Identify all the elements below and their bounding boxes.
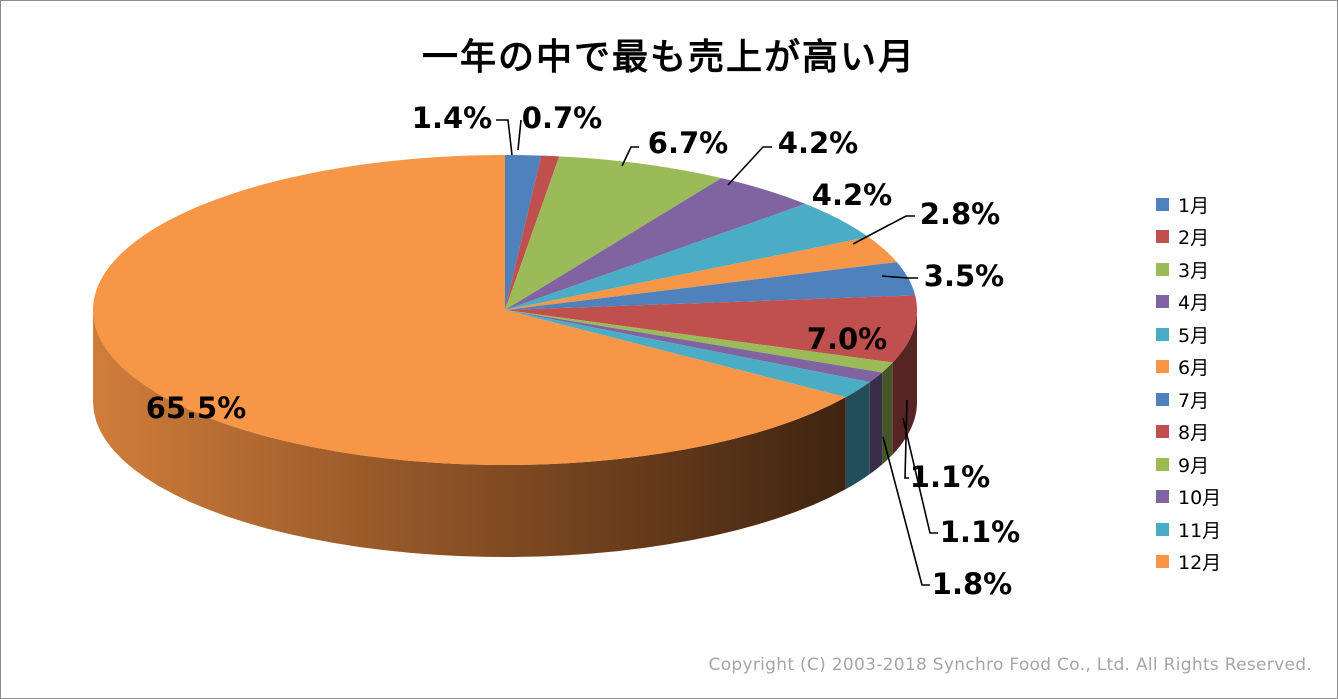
pie-side-10 (869, 372, 883, 475)
legend-label: 12月 (1178, 552, 1222, 575)
legend-label: 4月 (1178, 292, 1210, 315)
data-label-4: 4.2% (778, 126, 858, 160)
leader-line-3 (621, 146, 639, 167)
legend-label: 6月 (1178, 357, 1210, 380)
legend-label: 5月 (1178, 324, 1210, 347)
pie-side-11 (845, 382, 870, 490)
pie-slice-2 (505, 155, 560, 310)
leader-line-4 (727, 146, 772, 186)
legend-item-5: 5月 (1156, 318, 1221, 351)
legend-item-3: 3月 (1156, 253, 1221, 286)
leader-line-11 (882, 436, 930, 586)
legend-swatch (1156, 295, 1169, 309)
legend-swatch (1156, 392, 1169, 406)
legend-item-2: 2月 (1156, 221, 1221, 254)
legend-swatch (1156, 197, 1169, 211)
leader-line-1 (496, 119, 513, 156)
legend-item-7: 7月 (1156, 383, 1221, 416)
legend-swatch (1156, 522, 1169, 536)
pie-slice-11 (505, 310, 870, 398)
data-label-11: 1.8% (932, 567, 1012, 601)
pie-slice-3 (505, 156, 722, 310)
data-label-8: 7.0% (807, 322, 887, 356)
pie-slice-4 (505, 178, 806, 310)
legend-label: 1月 (1178, 194, 1210, 217)
data-label-9: 1.1% (910, 460, 990, 494)
data-label-7: 3.5% (924, 259, 1004, 293)
legend-item-10: 10月 (1156, 481, 1221, 514)
pie-slice-10 (505, 310, 883, 383)
copyright-text: Copyright (C) 2003-2018 Synchro Food Co.… (708, 655, 1312, 675)
data-label-6: 2.8% (920, 197, 1000, 231)
legend-item-12: 12月 (1156, 546, 1221, 579)
leader-line-10 (902, 417, 938, 534)
legend-swatch (1156, 262, 1169, 276)
legend-label: 3月 (1178, 259, 1210, 282)
legend-swatch (1156, 230, 1169, 244)
legend-swatch (1156, 555, 1169, 569)
legend-swatch (1156, 457, 1169, 471)
pie-slice-9 (505, 310, 893, 373)
leader-line-2 (517, 119, 522, 151)
legend-label: 2月 (1178, 227, 1210, 250)
pie-slice-12 (93, 155, 846, 465)
legend-label: 7月 (1178, 389, 1210, 412)
legend-label: 8月 (1178, 422, 1210, 445)
legend-label: 9月 (1178, 454, 1210, 477)
legend-swatch (1156, 360, 1169, 374)
data-label-5: 4.2% (812, 178, 892, 212)
pie-slice-5 (505, 203, 869, 310)
data-label-1: 1.4% (412, 101, 492, 135)
legend-label: 10月 (1178, 487, 1222, 510)
pie-slice-6 (505, 237, 897, 310)
legend-item-1: 1月 (1156, 188, 1221, 221)
data-label-10: 1.1% (940, 515, 1020, 549)
data-label-2: 0.7% (522, 101, 602, 135)
legend-swatch (1156, 327, 1169, 341)
legend-item-11: 11月 (1156, 513, 1221, 546)
pie-side-9 (882, 362, 893, 465)
pie-side-8 (892, 310, 917, 455)
leader-line-7 (881, 275, 918, 279)
pie-slice-8 (505, 295, 917, 363)
legend-swatch (1156, 490, 1169, 504)
legend-label: 11月 (1178, 519, 1222, 542)
pie-slice-7 (505, 262, 916, 310)
data-label-12: 65.5% (146, 391, 247, 425)
legend-swatch (1156, 425, 1169, 439)
legend-item-4: 4月 (1156, 286, 1221, 319)
leader-line-6 (852, 215, 915, 245)
leader-line-9 (904, 399, 909, 479)
legend-item-9: 9月 (1156, 448, 1221, 481)
legend-item-6: 6月 (1156, 351, 1221, 384)
legend-item-8: 8月 (1156, 416, 1221, 449)
data-label-3: 6.7% (648, 126, 728, 160)
chart-title: 一年の中で最も売上が高い月 (421, 37, 916, 78)
pie-slice-1 (505, 155, 542, 310)
pie-side-12 (93, 310, 846, 557)
legend: 1月 2月 3月 4月 5月 6月 7月 8月 9月 10月 11月 12月 (1156, 188, 1221, 578)
